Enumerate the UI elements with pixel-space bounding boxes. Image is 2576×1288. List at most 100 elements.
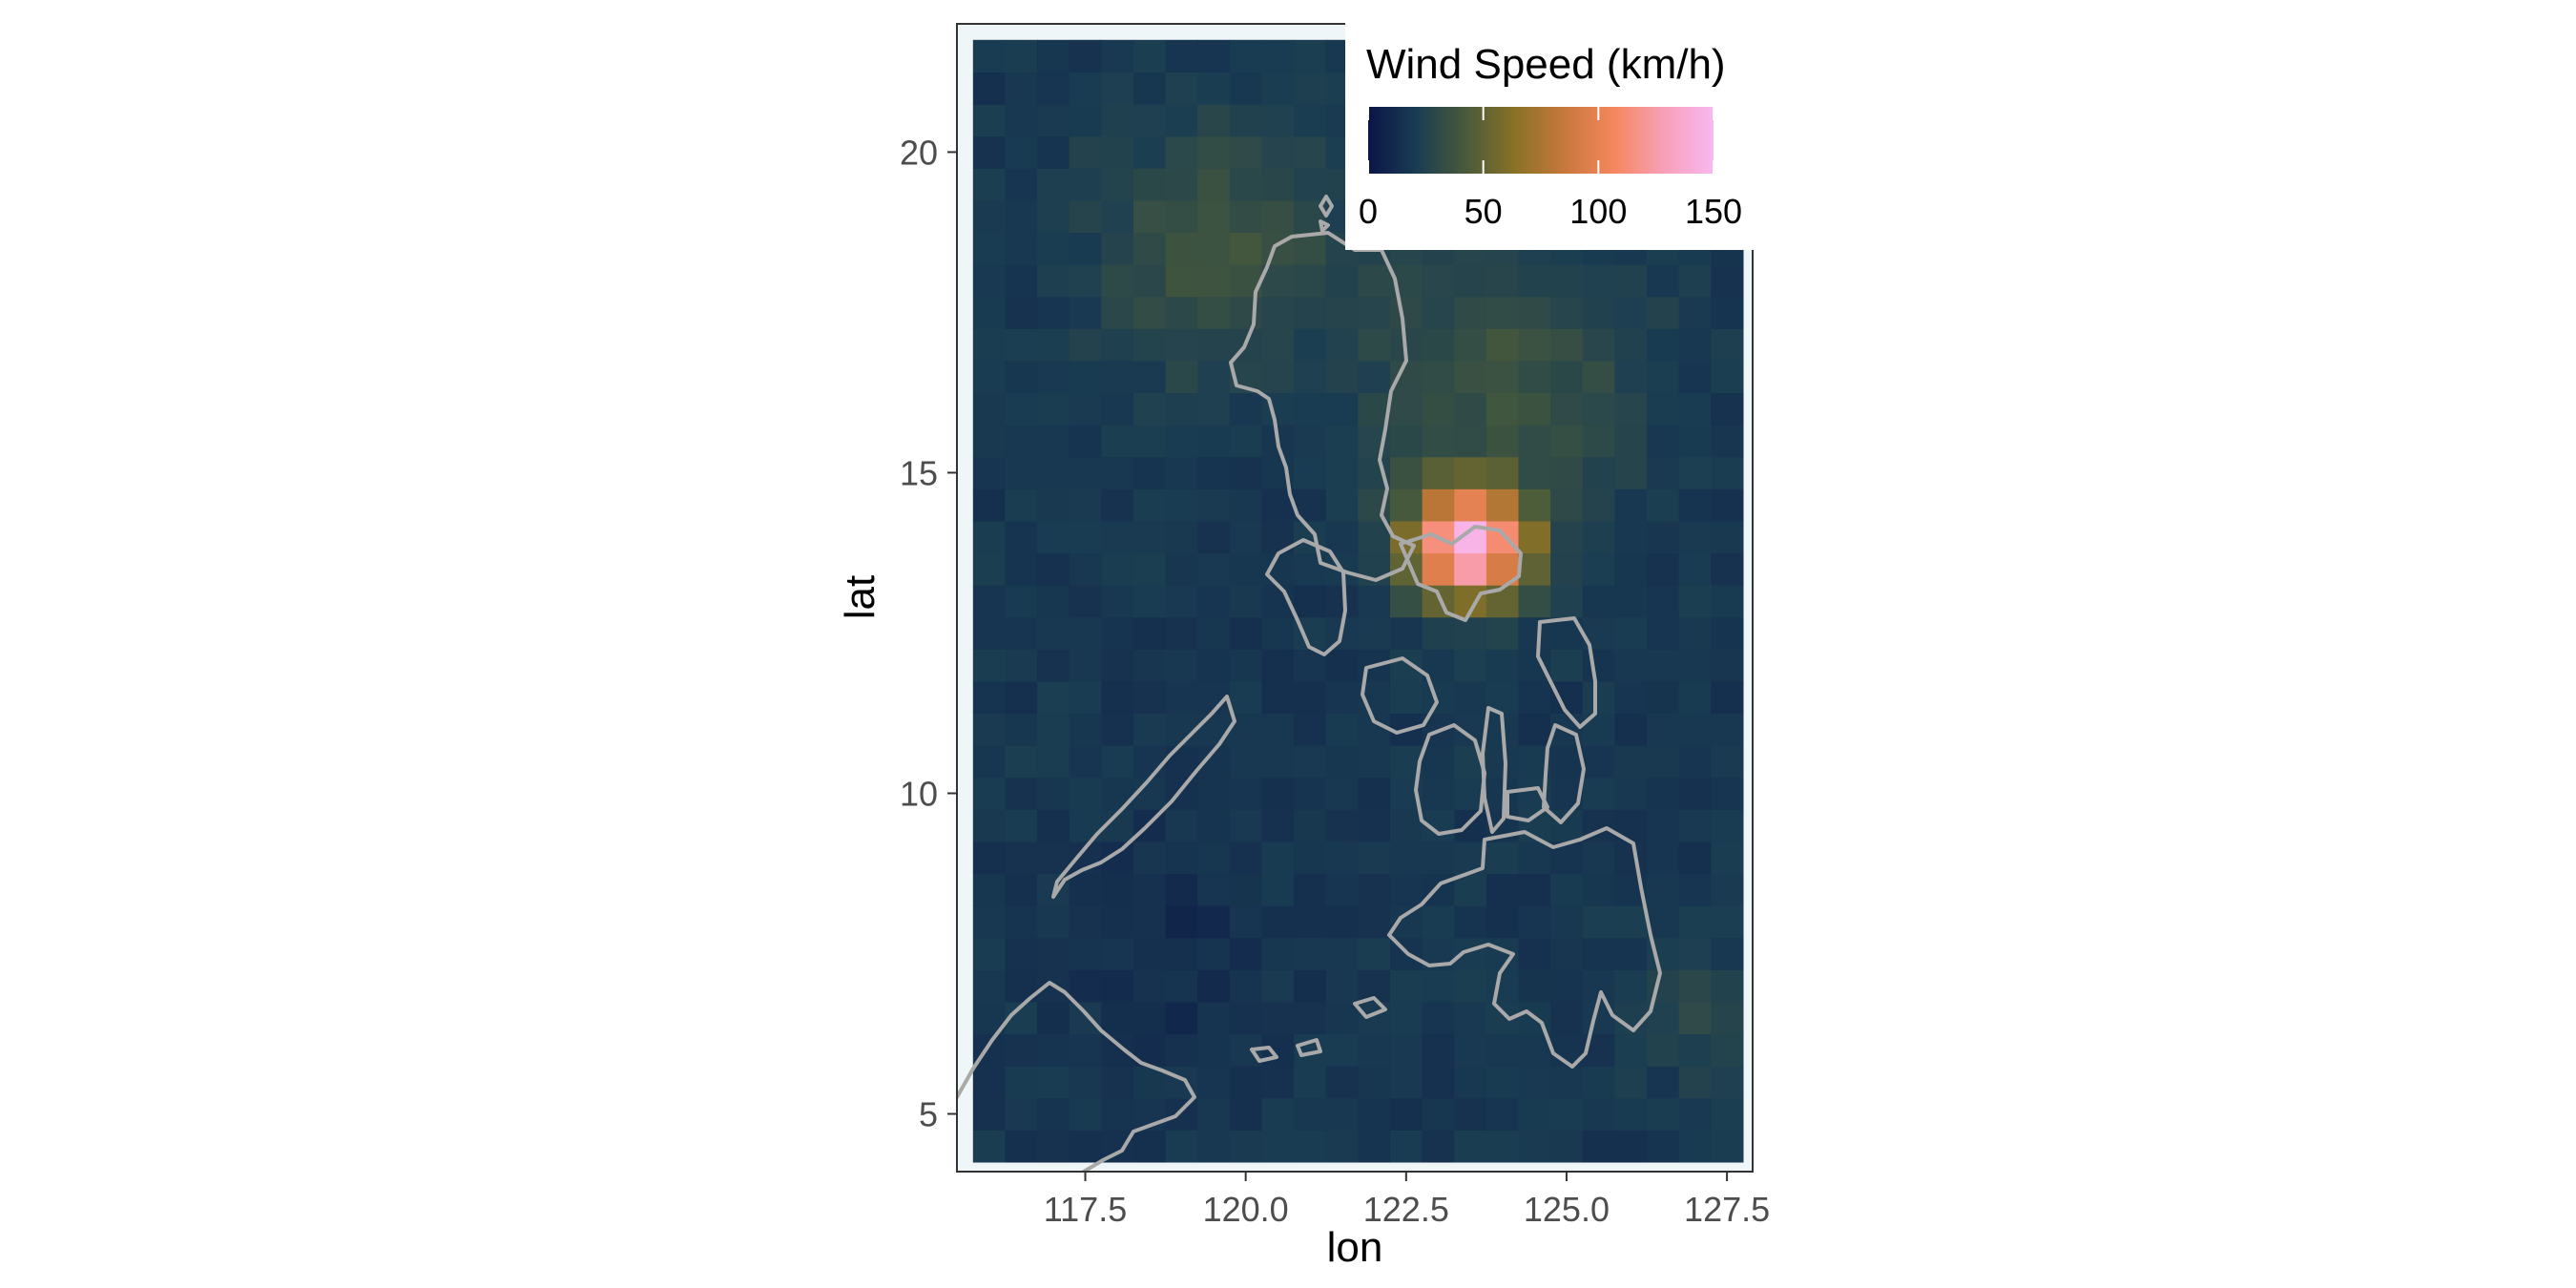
raster-cell — [1325, 713, 1359, 746]
raster-cell — [1101, 1033, 1134, 1067]
raster-cell — [1165, 392, 1198, 426]
raster-cell — [1229, 585, 1263, 618]
raster-cell — [1165, 425, 1198, 458]
raster-cell — [1132, 520, 1167, 554]
raster-cell — [1358, 809, 1391, 842]
raster-cell — [1294, 969, 1327, 1003]
raster-cell — [1454, 1066, 1487, 1099]
raster-cell — [1485, 1130, 1520, 1163]
raster-cell — [1325, 425, 1359, 458]
raster-cell — [1005, 552, 1038, 586]
raster-cell — [1294, 1097, 1327, 1131]
raster-cell — [1678, 425, 1712, 458]
raster-cell — [972, 777, 1007, 810]
raster-cell — [1647, 1130, 1680, 1163]
raster-cell — [1550, 1130, 1584, 1163]
raster-cell — [1005, 649, 1038, 682]
raster-cell — [1069, 585, 1102, 618]
raster-cell — [1325, 392, 1359, 426]
raster-cell — [1069, 905, 1102, 939]
raster-cell — [1037, 713, 1070, 746]
raster-cell — [1325, 360, 1359, 394]
raster-cell — [1358, 360, 1391, 394]
raster-cell — [1037, 135, 1070, 169]
raster-cell — [1485, 392, 1520, 426]
raster-cell — [1261, 649, 1295, 682]
raster-cell — [1550, 585, 1584, 618]
raster-cell — [1711, 425, 1744, 458]
raster-cell — [1518, 1097, 1551, 1131]
raster-cell — [1358, 328, 1391, 362]
coastline-negros — [1414, 723, 1486, 836]
raster-cell — [972, 585, 1007, 618]
raster-cell — [972, 392, 1007, 426]
raster-cell — [1711, 488, 1744, 522]
raster-cell — [1069, 168, 1102, 201]
raster-cell — [1582, 1130, 1615, 1163]
raster-cell — [1005, 264, 1038, 298]
raster-cell — [1711, 1033, 1744, 1067]
raster-cell — [1165, 456, 1198, 489]
raster-cell — [1165, 520, 1198, 554]
raster-cell — [1614, 649, 1648, 682]
raster-cell — [1614, 456, 1648, 489]
raster-cell — [1229, 168, 1263, 201]
raster-cell — [1358, 1001, 1391, 1035]
raster-cell — [1711, 616, 1744, 650]
raster-cell — [1582, 488, 1615, 522]
raster-cell — [1069, 456, 1102, 489]
raster-cell — [1678, 264, 1712, 298]
raster-cell — [1165, 39, 1198, 73]
raster-cell — [972, 264, 1007, 298]
raster-cell — [1485, 328, 1520, 362]
raster-cell — [1325, 328, 1359, 362]
raster-cell — [1197, 937, 1231, 970]
raster-cell — [1005, 456, 1038, 489]
raster-cell — [1454, 649, 1487, 682]
raster-cell — [1422, 264, 1455, 298]
raster-cell — [1647, 1066, 1680, 1099]
raster-cell — [1582, 392, 1615, 426]
raster-cell — [1229, 809, 1263, 842]
raster-cell — [972, 680, 1007, 715]
raster-cell — [1132, 104, 1167, 137]
raster-cell — [1197, 104, 1231, 137]
raster-cell — [1294, 135, 1327, 169]
raster-cell — [1454, 616, 1487, 650]
raster-cell — [1518, 456, 1551, 489]
raster-cell — [1165, 232, 1198, 265]
raster-cell — [1005, 873, 1038, 906]
raster-cell — [1389, 809, 1423, 842]
raster-cell — [1678, 616, 1712, 650]
raster-cell — [972, 199, 1007, 234]
raster-cell — [1614, 1066, 1648, 1099]
x-tick-label: 127.5 — [1684, 1190, 1770, 1229]
raster-cell — [1037, 232, 1070, 265]
raster-cell — [1229, 1066, 1263, 1099]
raster-cell — [972, 937, 1007, 970]
raster-cell — [972, 552, 1007, 586]
raster-cell — [1037, 264, 1070, 298]
raster-cell — [1037, 649, 1070, 682]
raster-cell — [1454, 1001, 1487, 1035]
raster-cell — [1389, 488, 1423, 522]
raster-cell — [1518, 585, 1551, 618]
raster-cell — [1614, 552, 1648, 586]
raster-cell — [1069, 232, 1102, 265]
raster-cell — [1485, 264, 1520, 298]
raster-cell — [1197, 905, 1231, 939]
raster-cell — [1422, 552, 1455, 586]
raster-cell — [1037, 199, 1070, 234]
raster-cell — [1325, 649, 1359, 682]
raster-cell — [1294, 841, 1327, 875]
raster-cell — [1165, 552, 1198, 586]
raster-cell — [1614, 745, 1648, 779]
raster-cell — [1005, 135, 1038, 169]
raster-cell — [1101, 585, 1134, 618]
raster-cell — [1647, 328, 1680, 362]
raster-cell — [1454, 1130, 1487, 1163]
raster-cell — [1325, 680, 1359, 715]
raster-cell — [1582, 937, 1615, 970]
raster-cell — [1132, 135, 1167, 169]
raster-cell — [1358, 520, 1391, 554]
